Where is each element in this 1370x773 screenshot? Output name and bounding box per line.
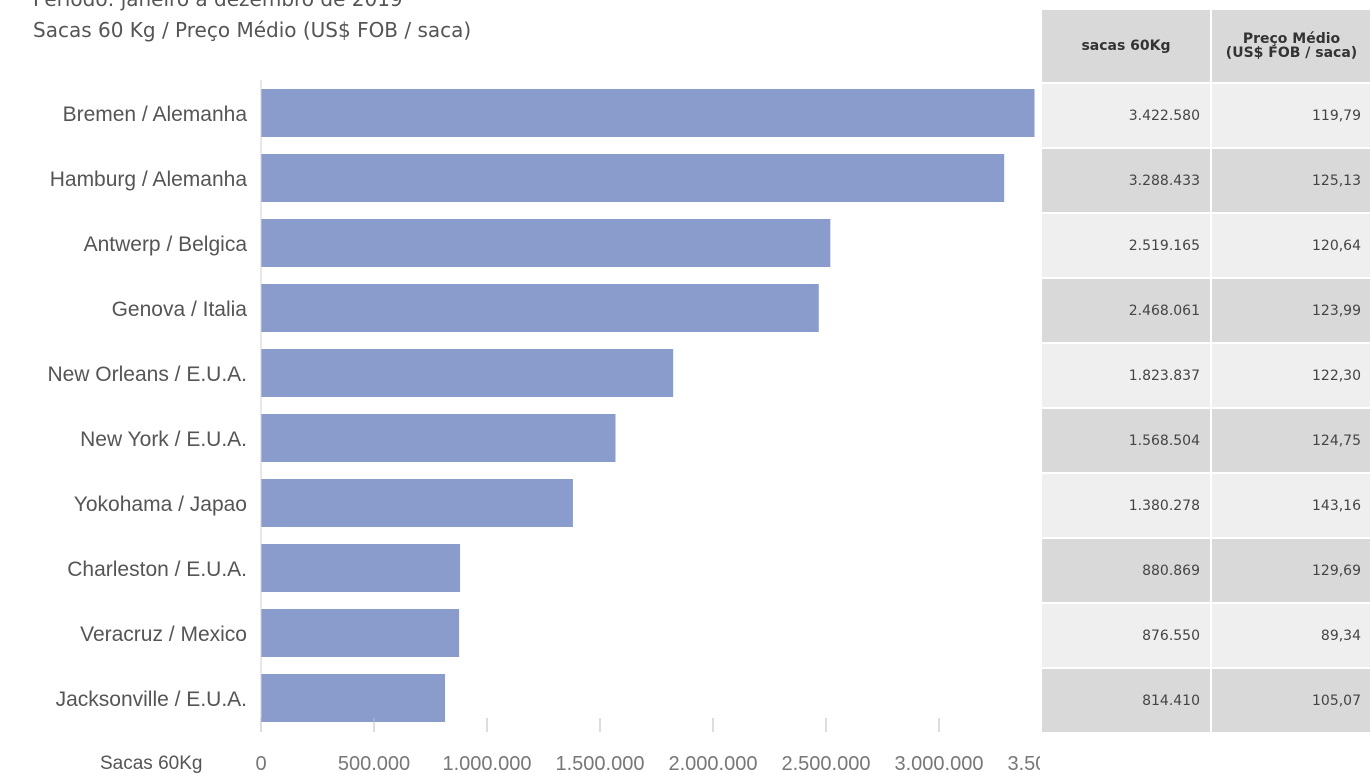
bar-3 <box>261 284 819 332</box>
table-cell-sacas: 1.380.278 <box>1040 473 1211 539</box>
x-tick-label-6: 3.000.000 <box>895 753 984 773</box>
table-cell-preco: 122,30 <box>1210 343 1370 409</box>
table-row: 2.519.165 120,64 <box>1040 213 1370 279</box>
table-cell-sacas: 2.519.165 <box>1040 213 1211 279</box>
category-label-6: Yokohama / Japao <box>74 493 247 516</box>
table-cell-preco: 105,07 <box>1210 668 1370 734</box>
category-label-5: New York / E.U.A. <box>80 428 247 451</box>
bar-6 <box>261 479 573 527</box>
chart-subtitle-period: Período: janeiro a dezembro de 2019 <box>33 0 403 11</box>
table-header-sacas: sacas 60Kg <box>1040 10 1211 84</box>
bar-0 <box>261 89 1035 137</box>
category-label-2: Antwerp / Belgica <box>84 233 248 256</box>
bar-8 <box>261 609 460 657</box>
bar-9 <box>261 674 446 722</box>
table-cell-sacas: 814.410 <box>1040 668 1211 734</box>
bar-7 <box>261 544 461 592</box>
table-row: 1.568.504 124,75 <box>1040 408 1370 474</box>
category-label-3: Genova / Italia <box>112 298 248 321</box>
table-header-preco: Preço Médio (US$ FOB / saca) <box>1210 10 1370 84</box>
x-axis-label: Sacas 60Kg <box>100 753 202 773</box>
x-tick-label-5: 2.500.000 <box>782 753 871 773</box>
table-cell-preco: 120,64 <box>1210 213 1370 279</box>
category-label-1: Hamburg / Alemanha <box>50 168 248 191</box>
bar-1 <box>261 154 1005 202</box>
x-tick-label-2: 1.000.000 <box>443 753 532 773</box>
table-row: 1.823.837 122,30 <box>1040 343 1370 409</box>
table-header-preco-line2: (US$ FOB / saca) <box>1225 45 1358 61</box>
table-row: 1.380.278 143,16 <box>1040 473 1370 539</box>
table-row: 814.410 105,07 <box>1040 668 1370 734</box>
category-label-4: New Orleans / E.U.A. <box>47 363 247 386</box>
x-tick-label-7: 3.500.000 <box>1008 753 1040 773</box>
category-label-0: Bremen / Alemanha <box>63 103 248 126</box>
category-label-8: Veracruz / Mexico <box>80 623 247 646</box>
table-row: 2.468.061 123,99 <box>1040 278 1370 344</box>
table-cell-sacas: 880.869 <box>1040 538 1211 604</box>
table-cell-sacas: 1.823.837 <box>1040 343 1211 409</box>
chart-subtitle-units: Sacas 60 Kg / Preço Médio (US$ FOB / sac… <box>33 18 472 42</box>
table-cell-sacas: 2.468.061 <box>1040 278 1211 344</box>
table-cell-preco: 89,34 <box>1210 603 1370 669</box>
table-cell-preco: 143,16 <box>1210 473 1370 539</box>
table-row: 880.869 129,69 <box>1040 538 1370 604</box>
bar-5 <box>261 414 616 462</box>
table-cell-sacas: 876.550 <box>1040 603 1211 669</box>
table-row: 3.422.580 119,79 <box>1040 83 1370 149</box>
table-row: 3.288.433 125,13 <box>1040 148 1370 214</box>
table-header-preco-line1: Preço Médio <box>1242 31 1341 47</box>
table-cell-preco: 129,69 <box>1210 538 1370 604</box>
bar-2 <box>261 219 831 267</box>
table-cell-preco: 123,99 <box>1210 278 1370 344</box>
table-cell-preco: 119,79 <box>1210 83 1370 149</box>
x-tick-label-1: 500.000 <box>338 753 410 773</box>
x-tick-label-3: 1.500.000 <box>556 753 645 773</box>
data-table: sacas 60Kg Preço Médio (US$ FOB / saca) … <box>1040 10 1370 734</box>
table-cell-sacas: 3.288.433 <box>1040 148 1211 214</box>
table-cell-preco: 124,75 <box>1210 408 1370 474</box>
x-tick-label-4: 2.000.000 <box>669 753 758 773</box>
table-row: 876.550 89,34 <box>1040 603 1370 669</box>
bar-4 <box>261 349 674 397</box>
table-cell-sacas: 1.568.504 <box>1040 408 1211 474</box>
bar-chart: Bremen / Alemanha Hamburg / Alemanha Antwe… <box>47 80 1040 773</box>
x-tick-label-0: 0 <box>255 753 266 773</box>
table-header-row: sacas 60Kg Preço Médio (US$ FOB / saca) <box>1040 10 1370 84</box>
table-cell-preco: 125,13 <box>1210 148 1370 214</box>
category-label-9: Jacksonville / E.U.A. <box>56 688 247 711</box>
table-cell-sacas: 3.422.580 <box>1040 83 1211 149</box>
category-label-7: Charleston / E.U.A. <box>67 558 247 581</box>
